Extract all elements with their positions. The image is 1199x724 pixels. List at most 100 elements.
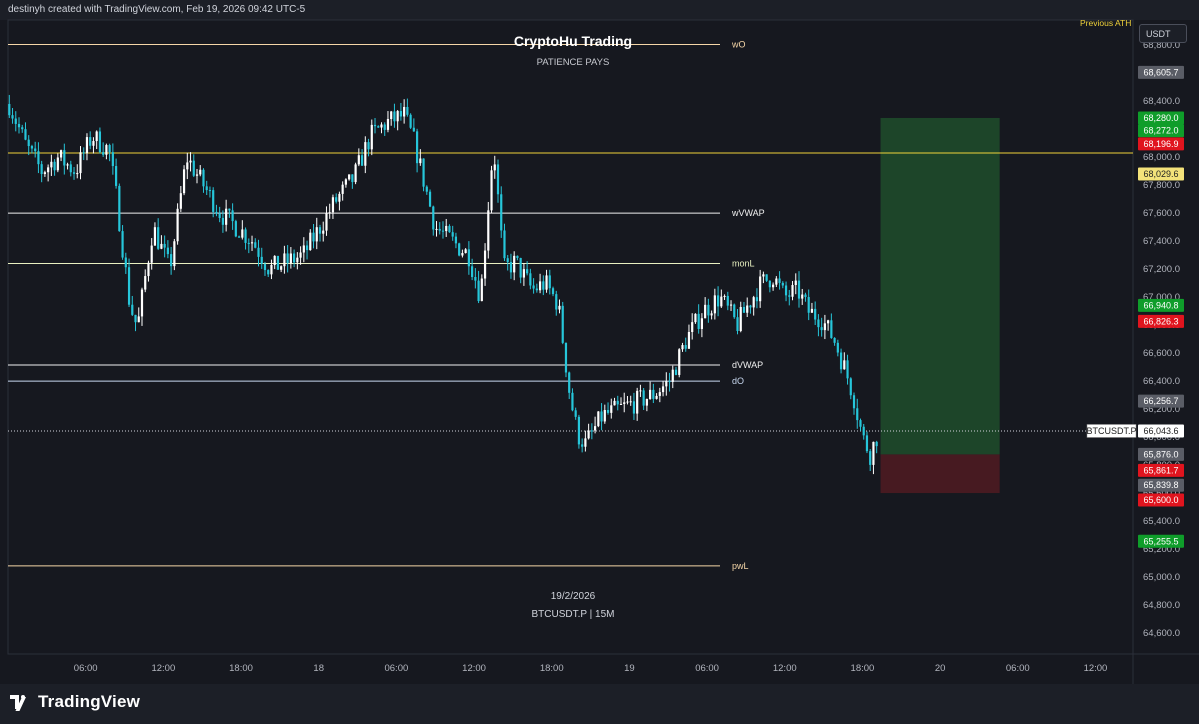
symbol-badge [1086,424,1137,438]
candle-body [862,426,865,436]
candle-body [157,227,160,249]
candle-body [250,242,254,244]
candle-body [30,146,34,149]
candle-body [37,151,40,165]
candle-body [772,284,775,288]
candle-body [733,304,736,318]
candle-body [839,352,843,370]
x-tick-label: 06:00 [74,663,98,674]
level-label: wVWAP [731,208,765,218]
candle-body [804,294,807,298]
candle-body [383,124,386,130]
candle-body [768,280,771,288]
candle-body [43,172,46,175]
candle-body [729,304,733,306]
candle-body [577,416,581,445]
candle-body [205,186,208,191]
candle-body [108,145,111,153]
candle-body [581,444,584,447]
candle-body [736,317,739,332]
candle-body [458,243,461,256]
candle-body [302,245,305,253]
previous-ath-label: Previous ATH [1080,18,1132,28]
x-tick-label: 18:00 [540,663,564,674]
candle-body [506,258,509,263]
tradingview-logo[interactable]: TradingView [10,692,140,712]
candle-body [755,297,759,302]
candle-body [720,296,723,307]
candle-body [212,190,215,212]
candle-body [691,322,694,333]
candle-body [448,225,451,233]
candle-body [98,131,102,153]
candle-body [367,142,370,150]
candle-body [153,227,157,246]
level-label: dVWAP [732,360,763,370]
candle-body [574,410,577,417]
candle-body [377,126,380,128]
candle-body [419,158,422,164]
candle-body [293,253,296,263]
candle-body [571,392,574,411]
y-tick-label: 66,200.0 [1143,404,1180,415]
y-tick-label: 66,600.0 [1143,348,1180,359]
candle-body [749,305,752,308]
currency-button[interactable]: USDT [1139,24,1187,43]
price-badge [1138,394,1184,408]
candle-body [684,345,687,349]
y-tick-label: 67,400.0 [1143,236,1180,247]
candle-body [11,115,14,119]
candle-body [409,114,412,128]
candle-body [846,360,849,379]
candle-body [85,137,89,154]
candle-body [590,430,593,432]
candle-body [276,255,280,270]
candle-body [228,208,231,211]
candle-body [542,281,545,290]
candle-body [140,289,144,317]
level-label: pwL [732,561,749,571]
candle-body [63,150,66,166]
candle-body [422,158,425,187]
candle-body [759,276,762,302]
candle-body [263,263,267,271]
y-tick-label: 68,800.0 [1143,40,1180,51]
candle-body [234,221,237,237]
candle-body [144,276,147,290]
candle-body [671,369,674,382]
candle-body [270,265,273,275]
candle-body [483,250,487,279]
candle-body [244,229,247,243]
candle-body [195,174,199,176]
price-badge [1138,124,1184,138]
candle-body [354,164,357,183]
candle-body [166,247,169,255]
candle-body [471,266,474,277]
candle-body [299,252,302,258]
candle-body [522,269,525,278]
price-badge [1138,314,1184,328]
candle-body [538,281,542,291]
candle-body [390,111,393,119]
candle-body [438,228,441,231]
candle-body [791,285,794,297]
y-tick-label: 66,000.0 [1143,432,1180,443]
candle-body [163,243,166,248]
candle-body [807,297,810,313]
candle-body [613,400,616,406]
candle-body [778,278,781,283]
candle-body [765,274,768,281]
candle-body [305,245,309,251]
price-badge-label: 65,861.7 [1143,465,1178,475]
candle-body [435,228,438,230]
candle-body [202,169,205,187]
candle-body [170,254,173,267]
candle-body [700,318,704,329]
price-badge-label: 65,839.8 [1143,480,1178,490]
level-label: monL [732,259,755,269]
loss-zone [880,454,1000,494]
candle-body [134,314,137,323]
candle-body [814,308,817,320]
y-tick-label: 64,600.0 [1143,628,1180,639]
